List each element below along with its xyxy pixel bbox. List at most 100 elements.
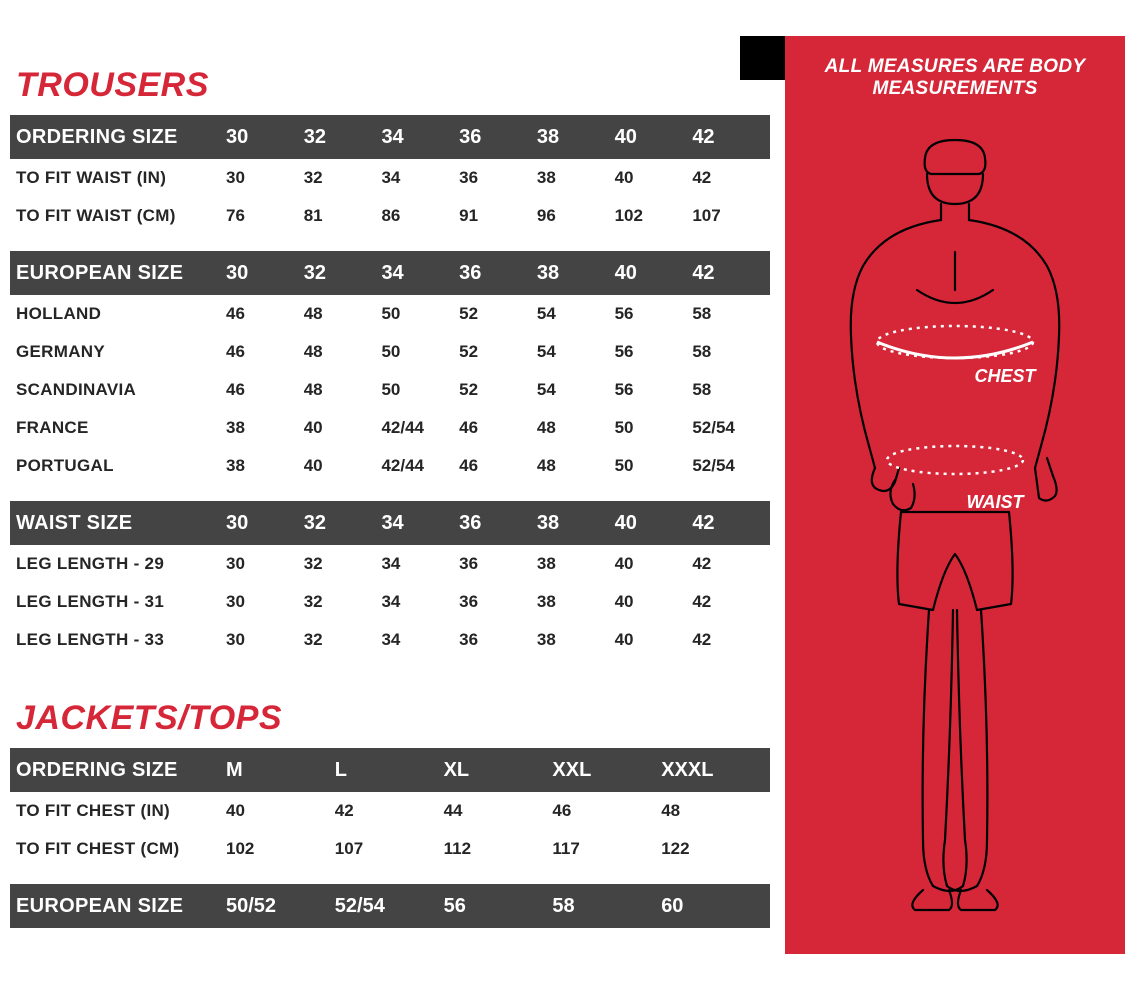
cell: XXXL — [661, 759, 770, 782]
table-row: TO FIT CHEST (IN)4042444648 — [10, 792, 770, 830]
cell: L — [335, 759, 444, 782]
cell: 58 — [692, 380, 770, 400]
cell: 54 — [537, 304, 615, 324]
cell: 48 — [304, 342, 382, 362]
cell: 42 — [692, 554, 770, 574]
row-label: TO FIT CHEST (IN) — [16, 801, 226, 821]
cell: 58 — [692, 304, 770, 324]
cell: 40 — [615, 126, 693, 149]
cell: 50 — [381, 342, 459, 362]
cell: 48 — [537, 456, 615, 476]
cell: 58 — [552, 895, 661, 918]
cell: 107 — [335, 839, 444, 859]
table-header-row: ORDERING SIZEMLXLXXLXXXL — [10, 748, 770, 792]
cell: 48 — [661, 801, 770, 821]
table-row: TO FIT CHEST (CM)102107112117122 — [10, 830, 770, 868]
cell: 86 — [381, 206, 459, 226]
cell: 34 — [381, 168, 459, 188]
cell: 50 — [381, 304, 459, 324]
body-diagram-panel: ALL MEASURES ARE BODY MEASUREMENTS — [785, 36, 1125, 954]
waist-label: WAIST — [967, 492, 1026, 512]
cell: 36 — [459, 630, 537, 650]
cell: 50 — [615, 456, 693, 476]
row-label: SCANDINAVIA — [16, 380, 226, 400]
cell: 42 — [692, 168, 770, 188]
cell: 42/44 — [381, 418, 459, 438]
cell: 56 — [615, 342, 693, 362]
table-header-row: WAIST SIZE30323436384042 — [10, 501, 770, 545]
row-label: ORDERING SIZE — [16, 759, 226, 782]
row-label: EUROPEAN SIZE — [16, 262, 226, 285]
cell: 38 — [226, 456, 304, 476]
cell: 56 — [615, 304, 693, 324]
cell: 122 — [661, 839, 770, 859]
cell: 50/52 — [226, 895, 335, 918]
cell: 36 — [459, 126, 537, 149]
cell: 42 — [692, 512, 770, 535]
chest-label: CHEST — [974, 366, 1037, 386]
cell: 40 — [304, 418, 382, 438]
cell: 38 — [537, 554, 615, 574]
cell: 102 — [615, 206, 693, 226]
cell: 38 — [226, 418, 304, 438]
cell: 38 — [537, 262, 615, 285]
cell: XL — [444, 759, 553, 782]
row-label: WAIST SIZE — [16, 512, 226, 535]
table-row: SCANDINAVIA46485052545658 — [10, 371, 770, 409]
cell: 40 — [615, 554, 693, 574]
cell: 30 — [226, 168, 304, 188]
table-row: GERMANY46485052545658 — [10, 333, 770, 371]
row-label: GERMANY — [16, 342, 226, 362]
cell: 48 — [304, 304, 382, 324]
cell: 32 — [304, 126, 382, 149]
cell: M — [226, 759, 335, 782]
cell: 56 — [444, 895, 553, 918]
cell: 46 — [459, 418, 537, 438]
table-row: HOLLAND46485052545658 — [10, 295, 770, 333]
cell: 46 — [226, 380, 304, 400]
cell: 52/54 — [692, 418, 770, 438]
cell: 40 — [615, 262, 693, 285]
cell: 44 — [444, 801, 553, 821]
cell: 32 — [304, 512, 382, 535]
cell: 81 — [304, 206, 382, 226]
cell: 38 — [537, 592, 615, 612]
row-label: LEG LENGTH - 29 — [16, 554, 226, 574]
table-row: LEG LENGTH - 3330323436384042 — [10, 621, 770, 659]
cell: 32 — [304, 630, 382, 650]
table-row: LEG LENGTH - 2930323436384042 — [10, 545, 770, 583]
cell: 42 — [335, 801, 444, 821]
cell: 34 — [381, 554, 459, 574]
row-label: TO FIT CHEST (CM) — [16, 839, 226, 859]
cell: 46 — [226, 342, 304, 362]
table-header-row: ORDERING SIZE30323436384042 — [10, 115, 770, 159]
cell: 42 — [692, 630, 770, 650]
cell: 36 — [459, 168, 537, 188]
cell: 36 — [459, 592, 537, 612]
cell: 58 — [692, 342, 770, 362]
jackets-block: ORDERING SIZEMLXLXXLXXXLTO FIT CHEST (IN… — [10, 748, 770, 928]
cell: 34 — [381, 630, 459, 650]
cell: 40 — [615, 512, 693, 535]
cell: 42 — [692, 126, 770, 149]
table-row: FRANCE384042/4446485052/54 — [10, 409, 770, 447]
table-header-row: EUROPEAN SIZE50/5252/54565860 — [10, 884, 770, 928]
cell: 40 — [615, 630, 693, 650]
row-label: ORDERING SIZE — [16, 126, 226, 149]
cell: 76 — [226, 206, 304, 226]
cell: 38 — [537, 168, 615, 188]
cell: 30 — [226, 592, 304, 612]
cell: 30 — [226, 512, 304, 535]
cell: 107 — [692, 206, 770, 226]
row-label: LEG LENGTH - 33 — [16, 630, 226, 650]
jackets-title: JACKETS/TOPS — [10, 699, 770, 748]
row-label: FRANCE — [16, 418, 226, 438]
row-label: TO FIT WAIST (IN) — [16, 168, 226, 188]
cell: 32 — [304, 262, 382, 285]
cell: 54 — [537, 342, 615, 362]
cell: 34 — [381, 126, 459, 149]
row-label: TO FIT WAIST (CM) — [16, 206, 226, 226]
body-figure: CHEST WAIST — [805, 130, 1105, 930]
cell: 40 — [226, 801, 335, 821]
cell: 56 — [615, 380, 693, 400]
